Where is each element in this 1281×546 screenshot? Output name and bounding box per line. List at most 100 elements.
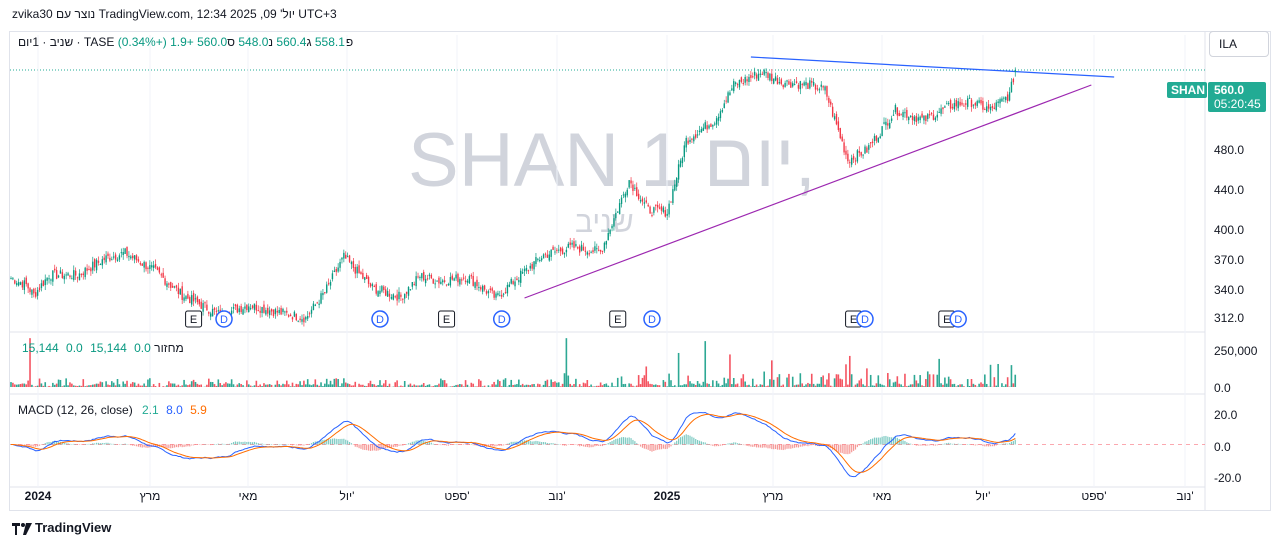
macd-histogram-bar (601, 444, 604, 447)
candle (889, 122, 891, 129)
macd-histogram-bar (122, 444, 124, 445)
volume-bar (624, 383, 627, 387)
volume-bar (375, 385, 377, 387)
volume-bar (586, 380, 589, 387)
macd-histogram-bar (261, 443, 263, 445)
candle (93, 259, 96, 268)
volume-bar (597, 385, 600, 387)
candle (986, 106, 988, 112)
macd-histogram-bar (362, 444, 364, 450)
candle (483, 285, 486, 290)
macd-histogram-bar (177, 444, 179, 448)
candle (206, 304, 208, 311)
volume-bar (440, 378, 442, 387)
last-price: 560.0 (1214, 83, 1245, 97)
candle (523, 268, 526, 272)
volume-bar (824, 384, 826, 387)
candle (795, 81, 798, 84)
macd-histogram-bar (80, 444, 82, 445)
macd-histogram-bar (217, 443, 219, 445)
macd-histogram-bar (137, 444, 140, 447)
candle (786, 80, 788, 82)
candle (617, 211, 619, 213)
volume-bar (158, 382, 161, 387)
volume-bar (888, 379, 891, 387)
candle (807, 83, 809, 89)
candle (976, 101, 978, 106)
macd-histogram-bar (86, 443, 88, 445)
trendlines[interactable] (524, 56, 1115, 299)
candle (76, 277, 79, 279)
candle (875, 135, 878, 141)
volume-bar (147, 379, 149, 387)
volume-bar (879, 383, 882, 387)
candle (890, 118, 893, 121)
macd-histogram-bar (868, 440, 870, 445)
candle (809, 80, 811, 89)
macd-histogram-bar (343, 438, 345, 445)
volume-bar (122, 381, 125, 387)
macd-histogram-bar (71, 444, 73, 445)
volume-bar (183, 379, 185, 387)
macd-histogram-bar (813, 444, 815, 446)
symbol-search-button[interactable]: ILA (1209, 31, 1269, 57)
macd-histogram-bar (495, 444, 497, 447)
macd-histogram-bar (289, 444, 292, 445)
volume-bar (533, 384, 535, 387)
volume-bar (936, 374, 939, 387)
candle (154, 263, 157, 268)
footer-brand[interactable]: TradingView (12, 520, 111, 535)
macd-histogram-bar (809, 444, 811, 446)
candle (578, 246, 581, 253)
volume-bar (74, 385, 77, 387)
macd-histogram-bar (97, 442, 100, 445)
volume-bar (362, 384, 364, 387)
candle (773, 78, 775, 84)
macd-histogram-bar (706, 443, 708, 445)
volume-bar (171, 383, 174, 387)
macd-histogram-bar (687, 434, 689, 445)
macd-histogram-bar (227, 443, 229, 445)
macd-histogram-bar (265, 443, 267, 445)
macd-histogram-bar (503, 444, 505, 446)
candle (320, 293, 322, 304)
volume-bar (42, 385, 45, 387)
volume-bar (441, 380, 444, 387)
candle (706, 125, 708, 130)
macd-histogram-bar (27, 444, 29, 446)
volume-bar (310, 385, 313, 387)
volume-bar (57, 379, 60, 387)
macd-histogram-bar (700, 441, 703, 445)
candle (738, 80, 741, 88)
volume-bar (337, 379, 339, 387)
candle (398, 291, 400, 300)
macd-histogram-bar (432, 443, 434, 445)
macd-histogram-bar (154, 444, 157, 447)
macd-histogram-bar (514, 441, 516, 445)
volume-bar (445, 383, 448, 387)
candle (822, 86, 824, 88)
macd-histogram-bar (997, 444, 999, 445)
macd-histogram-bar (491, 444, 493, 447)
candle (501, 294, 503, 297)
macd-histogram-bar (255, 442, 257, 445)
candle (1010, 81, 1013, 93)
volume-bar (421, 384, 423, 387)
macd-histogram-bar (773, 444, 775, 450)
volume-bar (799, 373, 802, 387)
volume-bar (544, 380, 547, 387)
volume-bar (567, 375, 570, 387)
macd-histogram-bar (173, 444, 176, 448)
macd-histogram-bar (212, 444, 214, 445)
volume-bar (797, 384, 800, 387)
volume-bar (339, 386, 341, 387)
macd-histogram-bar (103, 443, 105, 445)
signal-line (11, 413, 1016, 473)
macd-histogram-bar (141, 444, 143, 448)
candle (504, 292, 507, 294)
volume-bar (791, 376, 794, 387)
time-tick: 2025 (654, 489, 681, 503)
candle (721, 109, 724, 112)
